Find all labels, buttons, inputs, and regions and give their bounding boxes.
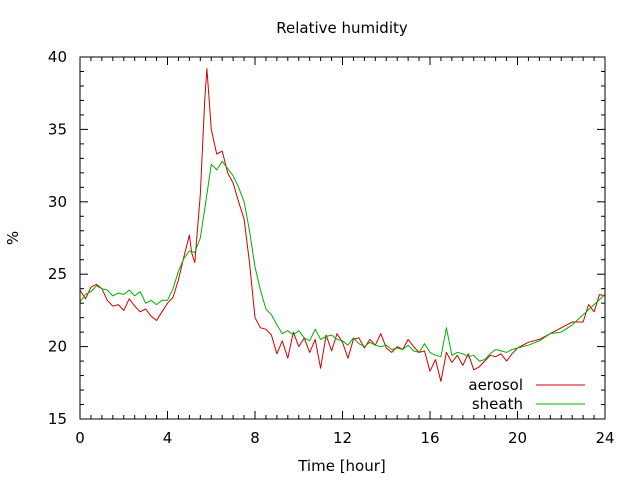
x-tick-label: 20 [508, 429, 527, 447]
x-tick-label: 4 [163, 429, 173, 447]
y-tick-label: 30 [48, 193, 67, 211]
axis-ticks: 0 4 8 12 16 20 24 15 20 25 30 35 40 [48, 48, 615, 447]
x-axis-label: Time [hour] [297, 457, 386, 475]
series-line-sheath [79, 160, 606, 362]
chart-title: Relative humidity [276, 19, 408, 37]
legend-label-sheath: sheath [472, 395, 523, 413]
y-axis-label: % [4, 231, 22, 245]
legend-label-aerosol: aerosol [468, 376, 523, 394]
x-tick-label: 12 [333, 429, 352, 447]
data-series [79, 68, 606, 382]
y-tick-label: 40 [48, 48, 67, 66]
x-tick-label: 0 [75, 429, 85, 447]
x-tick-label: 16 [420, 429, 439, 447]
series-line-aerosol [79, 68, 606, 382]
y-tick-label: 20 [48, 338, 67, 356]
x-tick-label: 24 [595, 429, 614, 447]
x-tick-label: 8 [250, 429, 260, 447]
y-tick-label: 35 [48, 120, 67, 138]
plot-frame [79, 56, 606, 420]
y-tick-label: 25 [48, 265, 67, 283]
y-tick-label: 15 [48, 410, 67, 428]
